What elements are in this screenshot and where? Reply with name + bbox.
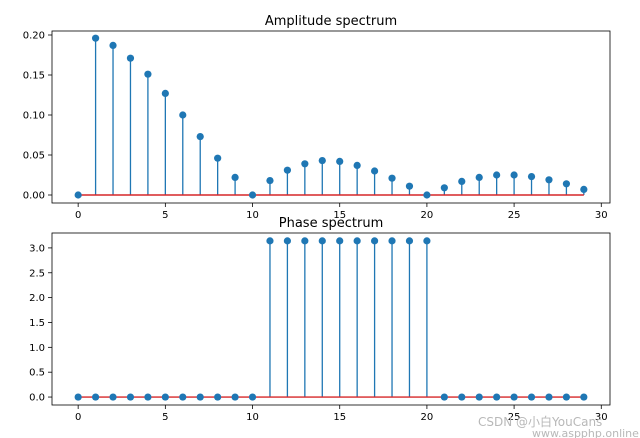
stem-marker [179, 111, 187, 119]
stem-marker [266, 237, 274, 245]
stem-marker [248, 393, 257, 401]
stem-marker [179, 393, 187, 401]
y-tick-label: 0.00 [23, 191, 45, 202]
x-tick-label: 15 [333, 210, 346, 221]
axes-frame [51, 232, 611, 406]
stem-marker [405, 182, 414, 190]
x-tick-label: 20 [421, 210, 434, 221]
y-tick-label: 3.0 [29, 243, 45, 254]
stem-marker [301, 237, 309, 245]
stem-marker [214, 393, 222, 401]
stem-marker [109, 393, 117, 401]
x-tick-label: 25 [508, 210, 521, 221]
stem-marker [231, 393, 239, 401]
stem-marker [109, 41, 117, 50]
stem-marker [161, 393, 169, 401]
stem-marker [510, 171, 518, 179]
stem-marker [336, 157, 344, 165]
stem-marker [510, 393, 518, 401]
x-tick-label: 0 [75, 210, 81, 221]
y-tick-label: 1.5 [29, 318, 45, 329]
stem-marker [126, 54, 135, 62]
stem-marker [545, 176, 553, 184]
x-tick-label: 5 [162, 210, 168, 221]
stem-marker [388, 174, 396, 182]
y-tick-label: 0.15 [23, 71, 45, 82]
x-tick-label: 0 [75, 412, 81, 423]
stem-marker [423, 191, 431, 199]
stem-marker [266, 177, 274, 185]
phase-spectrum-plot: Phase spectrum 0 5 10 15 20 25 30 0.0 0.5 1.0 1.5 2.… [29, 216, 611, 423]
x-tick-label: 20 [421, 412, 434, 423]
stem-marker [562, 180, 571, 188]
stem-marker [440, 393, 448, 401]
stem-marker [283, 166, 292, 174]
y-tick-label: 0.20 [23, 31, 45, 42]
x-tick-label: 10 [246, 412, 259, 423]
axes-frame [51, 30, 611, 204]
y-tick-label: 0.05 [23, 151, 45, 162]
stem-marker [423, 237, 431, 245]
stem-marker [283, 237, 292, 245]
stem-marker [196, 393, 204, 401]
stem-marker [458, 177, 466, 185]
stem-marker [336, 237, 344, 245]
stem-marker [475, 173, 483, 181]
stem-marker [196, 133, 204, 141]
chart-title: Amplitude spectrum [265, 14, 397, 29]
stem-marker [353, 237, 361, 245]
watermark-site-text: www.aspphp.online [532, 427, 639, 438]
stem-marker [214, 154, 222, 162]
stem-marker [562, 393, 571, 401]
stem-marker [405, 237, 414, 245]
y-tick-label: 2.0 [29, 293, 45, 304]
stem-marker [527, 173, 536, 181]
stem-marker [144, 70, 152, 78]
stem-marker [370, 167, 379, 175]
x-tick-label: 25 [508, 412, 521, 423]
stem-marker [580, 185, 588, 193]
stem-marker [475, 393, 483, 401]
x-tick-label: 5 [162, 412, 168, 423]
stem-marker [580, 393, 588, 401]
stem-marker [318, 157, 326, 165]
x-tick-label: 30 [595, 412, 608, 423]
stem-marker [301, 160, 309, 168]
stem-marker [545, 393, 553, 401]
stem-marker [527, 393, 536, 401]
stem-marker [318, 237, 326, 245]
watermark-text: CSDN @小白YouCans [478, 414, 602, 429]
y-tick-label: 2.5 [29, 268, 45, 279]
x-tick-label: 15 [333, 412, 346, 423]
stem-marker [248, 191, 257, 199]
stem-marker [493, 171, 501, 179]
stem-marker [370, 237, 379, 245]
stem-marker [74, 191, 82, 199]
x-tick-label: 10 [246, 210, 259, 221]
stem-marker [161, 89, 169, 97]
stem-marker [440, 184, 448, 192]
stem-marker [144, 393, 152, 401]
stem-marker [231, 173, 239, 181]
stem-marker [493, 393, 501, 401]
stem-marker [353, 161, 361, 169]
stem-marker [74, 393, 82, 401]
y-tick-label: 1.0 [29, 343, 45, 354]
y-tick-label: 0.10 [23, 111, 45, 122]
y-tick-label: 0.5 [29, 368, 45, 379]
y-tick-label: 0.0 [29, 393, 45, 404]
stem-marker [91, 34, 100, 42]
x-tick-label: 30 [595, 210, 608, 221]
stem-marker [458, 393, 466, 401]
amplitude-spectrum-plot: Amplitude spectrum 0 5 10 15 20 25 30 0.00 0.05 0.… [23, 14, 611, 221]
stem-marker [126, 393, 135, 401]
stem-marker [388, 237, 396, 245]
stem-marker [91, 393, 100, 401]
chart-title: Phase spectrum [279, 216, 383, 231]
